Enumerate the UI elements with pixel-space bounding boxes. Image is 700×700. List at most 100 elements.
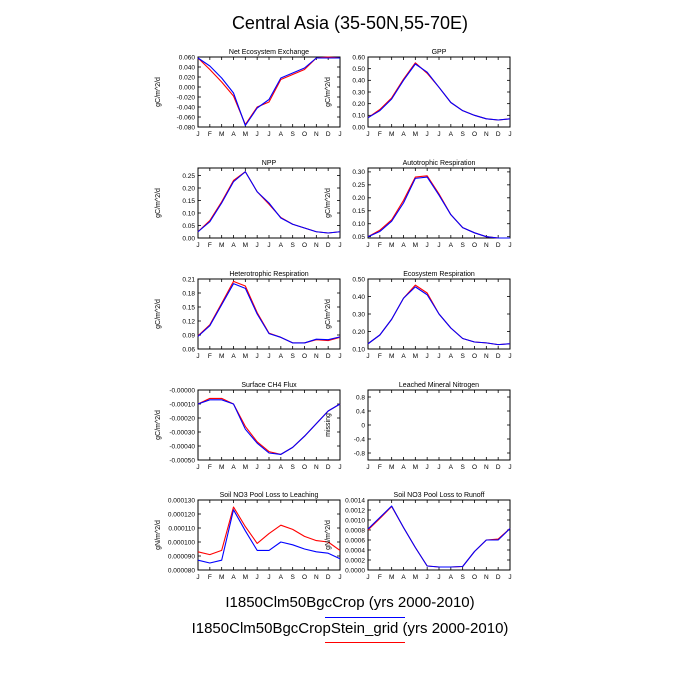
x-tick-label: J <box>338 131 341 138</box>
y-axis-label: gC/m^2/d <box>325 299 332 329</box>
x-tick-label: J <box>366 464 369 471</box>
chart-panel-1: Net Ecosystem Exchange gC/m^2/d 0.060 0.040… <box>155 49 342 138</box>
x-tick-label: J <box>508 464 511 471</box>
x-tick-label: O <box>472 353 477 360</box>
chart-panel-9: Soil NO3 Pool Loss to Leaching gN/m^2/d 0.… <box>155 492 342 581</box>
x-tick-label: D <box>326 353 331 360</box>
plot-frame <box>367 499 511 571</box>
plot-frame <box>197 278 341 350</box>
plot-frame <box>367 167 511 239</box>
legend-label-1: I1850Clm50BgcCrop (yrs 2000-2010) <box>225 594 475 611</box>
plot-frame <box>367 389 511 461</box>
x-tick-label: O <box>302 353 307 360</box>
panel-title: Ecosystem Respiration <box>403 271 475 278</box>
y-tick-label: 0.0010 <box>345 517 365 524</box>
x-tick-label: O <box>472 574 477 581</box>
x-tick-label: F <box>378 242 382 249</box>
x-tick-label: J <box>267 131 270 138</box>
x-tick-label: O <box>302 464 307 471</box>
x-tick-label: N <box>484 464 489 471</box>
x-tick-label: J <box>366 242 369 249</box>
y-tick-label: -0.00050 <box>169 457 195 464</box>
x-tick-label: A <box>401 574 406 581</box>
legend-swatch-2 <box>325 642 405 643</box>
x-tick-label: D <box>496 574 501 581</box>
x-tick-label: J <box>437 353 440 360</box>
chart-panel-6: Ecosystem Respiration gC/m^2/d 0.50 0.40 0.3… <box>325 271 512 360</box>
y-tick-label: 0.0012 <box>345 507 365 514</box>
y-tick-label: 0.000100 <box>168 539 195 546</box>
y-tick-label: 0.06 <box>182 346 195 353</box>
plot-frame <box>197 56 341 128</box>
y-axis-label: gC/m^2/d <box>155 77 162 107</box>
y-tick-label: 0.040 <box>179 64 196 71</box>
y-tick-label: -0.00010 <box>169 401 195 408</box>
y-axis-label: gN/m^2/d <box>325 520 332 550</box>
chart-panel-10: Soil NO3 Pool Loss to Runoff gN/m^2/d 0.00… <box>325 492 512 581</box>
series-line-1 <box>367 63 511 121</box>
x-tick-label: M <box>219 574 224 581</box>
x-tick-label: M <box>413 464 418 471</box>
x-tick-label: A <box>231 242 236 249</box>
x-tick-label: S <box>290 464 295 471</box>
x-tick-label: A <box>449 464 454 471</box>
x-tick-label: O <box>302 242 307 249</box>
y-tick-label: -0.00030 <box>169 429 195 436</box>
x-tick-label: O <box>302 131 307 138</box>
x-tick-label: M <box>219 242 224 249</box>
y-tick-label: 0.000120 <box>168 511 195 518</box>
y-tick-label: 0.0002 <box>345 557 365 564</box>
x-tick-label: J <box>426 574 429 581</box>
x-tick-label: D <box>496 131 501 138</box>
x-tick-label: S <box>460 131 465 138</box>
x-tick-label: N <box>484 574 489 581</box>
x-tick-label: A <box>279 242 284 249</box>
x-tick-label: F <box>378 353 382 360</box>
y-axis-label: gN/m^2/d <box>155 520 162 550</box>
chart-panel-5: Heterotrophic Respiration gC/m^2/d 0.21 0.1… <box>155 271 342 360</box>
x-tick-label: S <box>460 574 465 581</box>
series-line-1 <box>197 171 341 234</box>
x-tick-label: N <box>484 353 489 360</box>
panel-title: Leached Mineral Nitrogen <box>399 382 479 389</box>
y-tick-label: 0.09 <box>182 332 195 339</box>
x-tick-label: J <box>256 574 259 581</box>
chart-panel-4: Autotrophic Respiration gC/m^2/d 0.30 0.25 0… <box>325 160 512 249</box>
y-tick-label: 0.10 <box>352 113 365 120</box>
y-tick-label: 0.10 <box>352 221 365 228</box>
x-tick-label: M <box>389 242 394 249</box>
x-tick-label: A <box>449 353 454 360</box>
y-tick-label: 0.15 <box>182 304 195 311</box>
x-tick-label: M <box>389 574 394 581</box>
y-tick-label: 0.8 <box>356 394 365 401</box>
x-tick-label: A <box>449 574 454 581</box>
series-line-1 <box>367 505 511 568</box>
y-tick-label: 0.00 <box>182 235 195 242</box>
y-tick-label: 0.40 <box>352 294 365 301</box>
series-line-1 <box>197 283 341 344</box>
x-tick-label: J <box>426 353 429 360</box>
x-tick-label: J <box>338 353 341 360</box>
y-tick-label: 0.20 <box>182 185 195 192</box>
y-tick-label: 0.000090 <box>168 553 195 560</box>
y-tick-label: 0.000110 <box>168 525 195 532</box>
y-tick-label: 0.0014 <box>345 497 365 504</box>
x-tick-label: J <box>366 353 369 360</box>
x-tick-label: N <box>484 242 489 249</box>
x-tick-label: J <box>196 242 199 249</box>
y-tick-label: -0.060 <box>177 114 196 121</box>
x-tick-label: M <box>243 131 248 138</box>
panel-title: Soil NO3 Pool Loss to Leaching <box>220 492 319 499</box>
x-tick-label: F <box>378 574 382 581</box>
series-line-2 <box>367 505 511 568</box>
x-tick-label: J <box>437 131 440 138</box>
x-tick-label: M <box>413 242 418 249</box>
y-tick-label: 0.0006 <box>345 537 365 544</box>
x-tick-label: J <box>267 574 270 581</box>
chart-panel-7: Surface CH4 Flux gC/m^2/d -0.00000 -0.00010… <box>155 382 342 471</box>
x-tick-label: O <box>472 242 477 249</box>
y-axis-label: gC/m^2/d <box>155 188 162 218</box>
legend-label-2: I1850Clm50BgcCropStein_grid (yrs 2000-20… <box>191 620 509 637</box>
x-tick-label: A <box>231 131 236 138</box>
series-line-1 <box>197 509 341 564</box>
